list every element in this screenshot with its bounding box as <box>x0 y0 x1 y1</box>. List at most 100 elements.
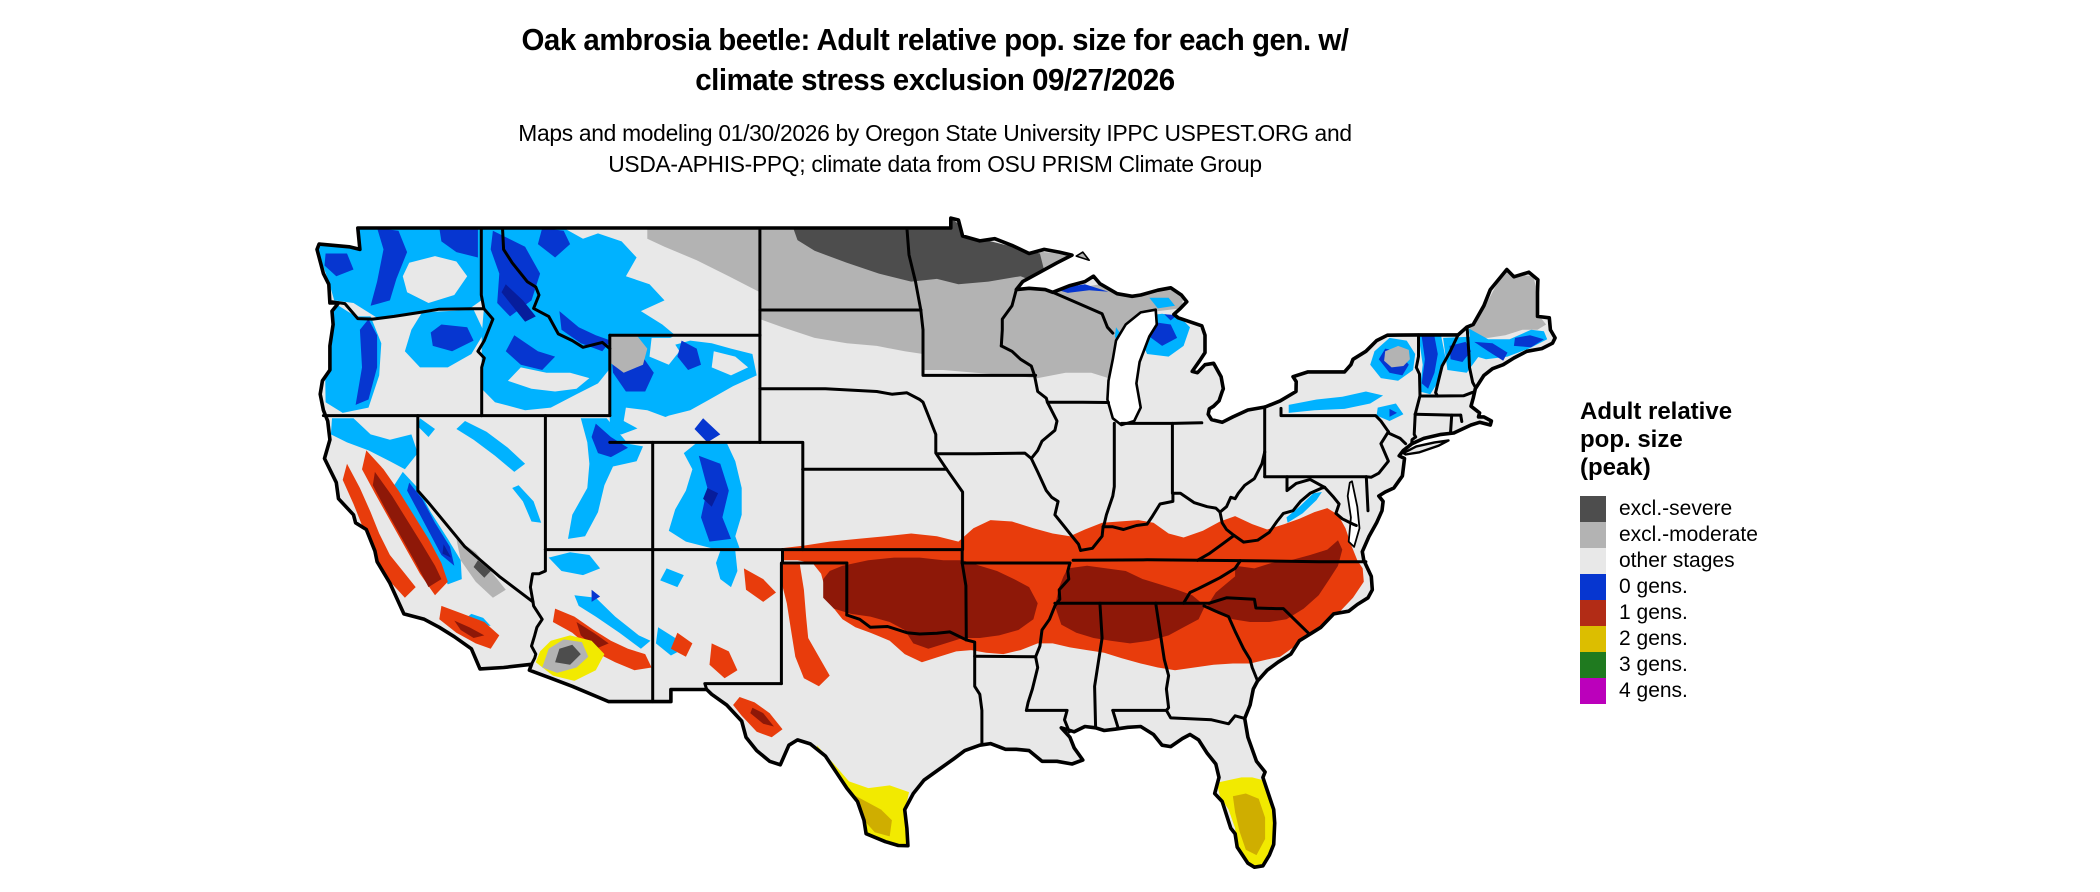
state-border <box>1434 333 1460 398</box>
region-darkred-ca <box>372 471 442 588</box>
region-navy-bitterroot <box>501 284 536 322</box>
state-border <box>1093 601 1104 729</box>
state-border <box>1413 412 1463 417</box>
region-red-wtx-stripe <box>781 563 830 687</box>
state-border <box>1279 406 1390 434</box>
region-hole-snake <box>507 367 590 392</box>
page-subtitle: Maps and modeling 01/30/2026 by Oregon S… <box>28 118 1842 180</box>
region-blue-superior-shore <box>1054 284 1109 293</box>
title-line-1: Oak ambrosia beetle: Adult relative pop.… <box>521 22 1349 57</box>
state-border <box>1410 412 1418 445</box>
legend-swatch-2-gens <box>1580 626 1606 652</box>
region-hole-powder <box>711 351 749 376</box>
legend-item-0-gens: 0 gens. <box>1580 574 1840 600</box>
legend-title: Adult relative pop. size (peak) <box>1580 398 1840 482</box>
region-navy-co <box>703 488 719 507</box>
region-navy-sierra <box>442 544 452 558</box>
state-border <box>1285 475 1327 493</box>
region-hole-columbia <box>402 256 468 303</box>
region-cyan-ny-band <box>1288 391 1384 413</box>
region-blue-or-blues <box>430 324 474 352</box>
state-border <box>330 300 486 321</box>
legend-title-line-2: pop. size <box>1580 426 1683 453</box>
region-red-nm3 <box>743 568 776 602</box>
state-border <box>528 548 547 604</box>
region-red-nm2 <box>670 632 693 657</box>
legend-item-other-stages: other stages <box>1580 548 1840 574</box>
state-border <box>1323 485 1358 527</box>
state-border <box>945 467 965 552</box>
region-cyan-nm2 <box>660 568 684 588</box>
legend-label-3-gens: 3 gens. <box>1619 653 1688 676</box>
region-darkgray-sw-az <box>555 644 581 665</box>
legend-item-4-gens: 4 gens. <box>1580 678 1840 704</box>
state-border <box>1071 558 1368 564</box>
region-blue-catskill <box>1389 408 1397 417</box>
region-gray-adirondack <box>1384 345 1410 368</box>
region-blue-glacier <box>537 228 571 258</box>
legend-item-excl-severe: excl.-severe <box>1580 496 1840 522</box>
region-cyan-nv2 <box>512 485 542 523</box>
isle-royale <box>1075 251 1091 261</box>
state-border <box>416 414 535 604</box>
state-border <box>1154 601 1171 712</box>
us-generation-map <box>230 160 1580 892</box>
state-border <box>973 654 1038 659</box>
legend-item-1-gens: 1 gens. <box>1580 600 1840 626</box>
legend-item-2-gens: 2 gens. <box>1580 626 1840 652</box>
state-border <box>479 226 486 311</box>
region-darkred-socal <box>454 620 485 638</box>
state-borders <box>321 226 1477 746</box>
state-border <box>999 344 1083 552</box>
state-border <box>1024 708 1071 734</box>
region-blue-wasatch <box>591 423 628 458</box>
region-darkred-az <box>576 622 609 649</box>
state-border <box>1449 413 1454 434</box>
region-blue-olympics <box>324 253 354 277</box>
region-blue-vt <box>1421 336 1438 389</box>
region-blue-sierra <box>407 482 455 566</box>
state-border <box>1101 421 1116 529</box>
state-border <box>1418 390 1475 398</box>
region-red-nm1 <box>709 643 738 679</box>
state-border <box>1079 450 1267 552</box>
legend-swatch-0-gens <box>1580 574 1606 600</box>
state-border <box>1414 333 1422 398</box>
legend-title-line-1: Adult relative <box>1580 398 1733 425</box>
legend-label-4-gens: 4 gens. <box>1619 679 1688 702</box>
region-cyan-nv1 <box>456 421 526 472</box>
state-border <box>964 638 984 746</box>
region-blue-me1 <box>1474 341 1508 361</box>
legend-label-1-gens: 1 gens. <box>1619 601 1688 624</box>
lake-michigan <box>1106 308 1159 427</box>
state-border <box>703 682 783 691</box>
legend-title-line-3: (peak) <box>1580 454 1651 481</box>
state-border <box>1111 708 1120 728</box>
region-red-ca-west <box>342 463 416 598</box>
legend-label-excl-severe: excl.-severe <box>1619 497 1733 520</box>
state-border <box>1386 431 1408 446</box>
region-cyan-nv3 <box>417 418 435 437</box>
state-border <box>905 226 923 312</box>
state-border <box>1459 413 1464 423</box>
region-cyan-az1 <box>548 552 601 576</box>
region-hole-bighorn <box>649 337 680 365</box>
region-cyan-ca-north <box>330 418 418 470</box>
region-cyan-az2 <box>574 595 651 649</box>
state-border <box>919 308 1038 377</box>
region-blue-id1 <box>490 230 541 317</box>
state-border <box>1207 596 1310 635</box>
page-title: Oak ambrosia beetle: Adult relative pop.… <box>47 20 1824 100</box>
state-border <box>1465 325 1477 389</box>
title-line-2: climate stress exclusion 09/27/2026 <box>695 62 1175 97</box>
state-border <box>1182 559 1242 605</box>
legend-swatch-other-stages <box>1580 548 1606 574</box>
region-blue-wa-cascades <box>370 228 408 306</box>
subtitle-line-2: USDA-APHIS-PPQ; climate data from OSU PR… <box>608 151 1262 177</box>
state-border <box>936 451 1033 460</box>
state-border <box>1164 708 1247 726</box>
region-blue-nh <box>1449 341 1471 362</box>
region-blue-me2 <box>1513 335 1544 348</box>
legend-swatch-1-gens <box>1580 600 1606 626</box>
